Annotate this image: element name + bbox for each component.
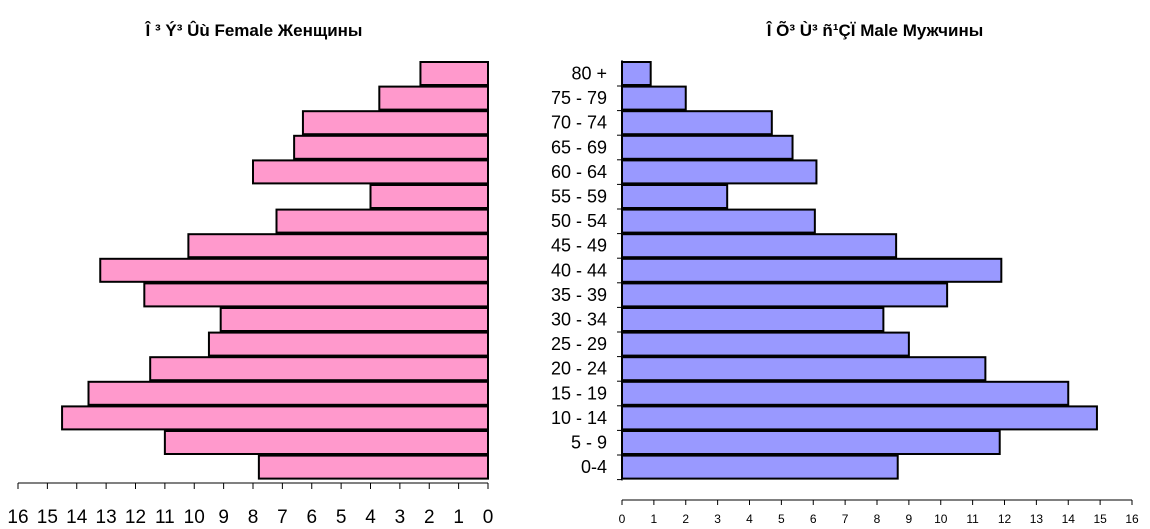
male-x-tick-label: 5 [778, 512, 785, 526]
male-bar-75-79 [621, 85, 687, 111]
age-group-label: 75 - 79 [551, 88, 607, 108]
female-x-tick-label: 1 [453, 507, 464, 528]
male-bar-40-44 [621, 257, 1003, 283]
female-x-tick-label: 10 [184, 507, 205, 528]
age-group-label: 30 - 34 [551, 310, 607, 330]
male-bar-20-24 [621, 356, 987, 382]
female-x-tick-label: 13 [96, 507, 117, 528]
female-bar-50-54 [275, 208, 489, 234]
male-x-tick-label: 13 [1030, 512, 1044, 526]
female-bar-70-74 [301, 110, 489, 136]
male-bar-30-34 [621, 307, 885, 332]
female-bar-65-69 [293, 134, 489, 160]
male-x-tick-label: 11 [966, 512, 979, 526]
female-x-tick-label: 3 [395, 507, 406, 528]
male-bar-50-54 [621, 208, 816, 234]
male-x-tick-label: 10 [934, 512, 948, 526]
female-x-tick-label: 9 [218, 507, 229, 528]
male-bar-80-+ [621, 61, 652, 86]
female-bar-30-34 [219, 307, 489, 332]
male-x-tick-label: 8 [874, 512, 881, 526]
male-bar-chart: 0-4 5 - 9 10 - 14 15 - 19 20 - 24 25 - 29 30 -… [551, 60, 1139, 526]
male-bar-5-9 [621, 430, 1001, 455]
female-x-tick-label: 15 [37, 507, 58, 528]
female-bar-25-29 [207, 331, 489, 357]
female-bar-80-+ [419, 61, 489, 86]
female-bar-45-49 [187, 233, 489, 259]
age-group-label: 80 + [571, 64, 607, 84]
female-x-tick-label: 11 [155, 507, 175, 528]
female-bar-10-14 [61, 405, 489, 431]
male-x-tick-label: 4 [746, 512, 753, 526]
female-bar-35-39 [143, 282, 489, 308]
male-x-tick-label: 12 [998, 512, 1012, 526]
female-x-tick-label: 0 [483, 507, 494, 528]
female-bar-60-64 [252, 159, 489, 185]
age-group-label: 55 - 59 [551, 187, 607, 207]
female-x-tick-label: 7 [277, 507, 288, 528]
female-bar-5-9 [163, 430, 489, 455]
age-group-label: 45 - 49 [551, 236, 607, 256]
female-x-tick-label: 14 [66, 507, 88, 528]
male-x-tick-label: 15 [1093, 512, 1107, 526]
male-bar-15-19 [621, 380, 1070, 406]
age-group-label: 50 - 54 [551, 211, 607, 231]
male-x-tick-label: 3 [714, 512, 721, 526]
male-bar-10-14 [621, 405, 1098, 431]
male-x-tick-label: 7 [842, 512, 849, 526]
male-bar-25-29 [621, 331, 910, 357]
male-x-tick-label: 6 [810, 512, 817, 526]
female-chart-title: Î ³ Ý³ Ûù Female Женщины [145, 21, 363, 40]
age-group-label: 40 - 44 [551, 260, 607, 280]
male-bar-0-4 [621, 454, 899, 480]
female-x-tick-label: 6 [306, 507, 317, 528]
male-x-tick-label: 2 [682, 512, 689, 526]
male-bar-55-59 [621, 184, 729, 209]
male-chart-title: Î Õ³ Ù³ ñ¹ÇÏ Male Мужчины [766, 20, 984, 40]
female-bar-55-59 [369, 184, 489, 209]
female-x-tick-label: 12 [125, 507, 146, 528]
male-x-tick-label: 9 [906, 512, 913, 526]
age-group-label: 65 - 69 [551, 137, 607, 157]
male-bar-35-39 [621, 282, 949, 308]
female-bar-0-4 [257, 454, 489, 480]
female-x-tick-label: 8 [248, 507, 259, 528]
age-group-label: 0-4 [581, 457, 607, 477]
male-bar-65-69 [621, 134, 794, 160]
female-bar-15-19 [87, 380, 489, 406]
age-group-label: 70 - 74 [551, 113, 607, 133]
female-x-tick-label: 5 [336, 507, 347, 528]
male-x-tick-label: 0 [619, 512, 626, 526]
age-group-label: 15 - 19 [551, 383, 607, 403]
age-group-label: 60 - 64 [551, 162, 607, 182]
female-x-tick-label: 2 [424, 507, 435, 528]
female-bar-20-24 [149, 356, 489, 382]
age-group-label: 10 - 14 [551, 408, 607, 428]
male-bar-70-74 [621, 110, 773, 136]
age-group-label: 25 - 29 [551, 334, 607, 354]
female-x-tick-label: 16 [7, 507, 28, 528]
male-bar-45-49 [621, 233, 898, 259]
male-x-tick-label: 14 [1062, 512, 1076, 526]
male-bar-60-64 [621, 159, 818, 185]
male-x-tick-label: 1 [651, 512, 658, 526]
female-bar-40-44 [99, 257, 489, 283]
age-group-label: 5 - 9 [571, 433, 607, 453]
female-bar-75-79 [378, 85, 489, 111]
male-x-tick-label: 16 [1125, 512, 1139, 526]
age-group-label: 20 - 24 [551, 359, 607, 379]
age-group-label: 35 - 39 [551, 285, 607, 305]
female-x-tick-label: 4 [365, 507, 376, 528]
